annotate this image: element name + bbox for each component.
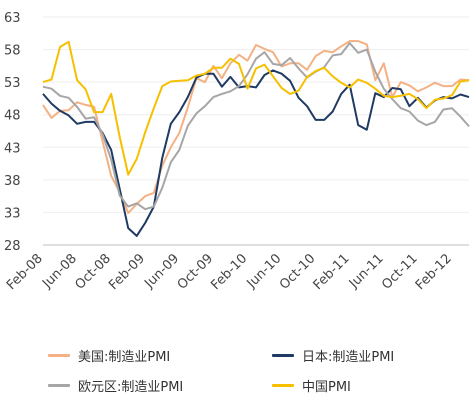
legend-label-china: 中国PMI xyxy=(302,380,351,395)
legend-swatch-japan xyxy=(272,354,294,357)
legend-item-eurozone[interactable]: 欧元区:制造业PMI xyxy=(48,376,183,395)
y-tick-label: 38 xyxy=(4,174,21,189)
x-tick-label: Jun-09 xyxy=(141,251,182,292)
x-tick-label: Feb-09 xyxy=(106,251,148,293)
legend-swatch-eurozone xyxy=(48,384,70,387)
x-tick-label: Oct-11 xyxy=(379,251,421,293)
y-tick-label: 63 xyxy=(4,11,21,26)
series-line-eurozone xyxy=(42,42,470,211)
y-tick-label: 43 xyxy=(4,141,21,156)
legend-swatch-china xyxy=(272,384,294,387)
x-tick-label: Jun-08 xyxy=(39,251,80,292)
series-line-china xyxy=(42,40,470,176)
series-lines xyxy=(42,40,470,237)
gridlines xyxy=(43,16,469,246)
legend-label-japan: 日本:制造业PMI xyxy=(302,350,395,365)
x-tick-label: Feb-08 xyxy=(4,251,46,293)
x-tick-labels: Feb-08Jun-08Oct-08Feb-09Jun-09Oct-09Feb-… xyxy=(4,251,455,293)
legend-label-eurozone: 欧元区:制造业PMI xyxy=(78,380,184,395)
x-tick-label: Feb-11 xyxy=(311,251,353,293)
y-tick-label: 48 xyxy=(4,109,21,124)
series-line-us xyxy=(42,40,470,215)
x-tick-label: Oct-09 xyxy=(175,251,217,293)
y-tick-label: 53 xyxy=(4,76,21,91)
y-tick-label: 58 xyxy=(4,44,21,59)
legend-item-us[interactable]: 美国:制造业PMI xyxy=(48,346,170,365)
x-tick-label: Jun-11 xyxy=(346,251,387,292)
y-tick-label: 28 xyxy=(4,239,21,254)
legend-item-china[interactable]: 中国PMI xyxy=(272,376,351,395)
x-tick-label: Feb-10 xyxy=(208,251,250,293)
series-line-japan xyxy=(42,69,470,237)
y-tick-label: 33 xyxy=(4,206,21,221)
legend-label-us: 美国:制造业PMI xyxy=(78,350,171,365)
x-tick-label: Oct-08 xyxy=(72,251,114,293)
y-tick-labels: 28 33 38 43 48 53 58 63 xyxy=(4,11,21,254)
x-tick-label: Oct-10 xyxy=(277,251,319,293)
x-tick-label: Jun-10 xyxy=(244,251,285,292)
legend-swatch-us xyxy=(48,354,70,357)
x-tick-label: Feb-12 xyxy=(413,251,455,293)
legend-item-japan[interactable]: 日本:制造业PMI xyxy=(272,346,394,365)
